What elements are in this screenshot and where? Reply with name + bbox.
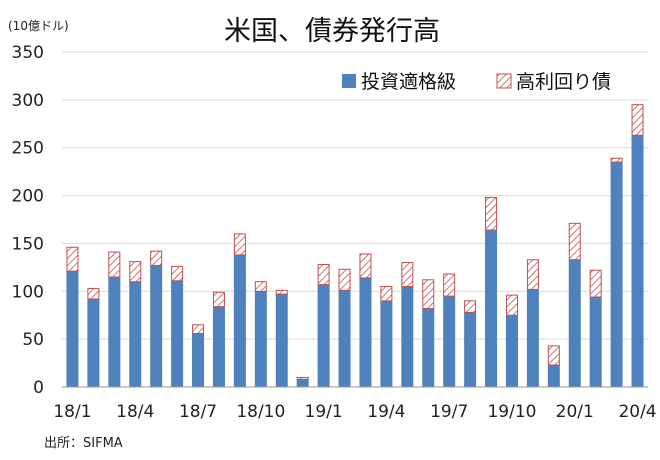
- bar-investment-grade-18/9: [233, 254, 246, 387]
- legend-swatch-high-yield: [496, 73, 512, 89]
- bar-high-yield-18/10: [254, 281, 267, 292]
- x-tick-label: 19/10: [487, 402, 536, 422]
- bar-investment-grade-20/2: [589, 297, 602, 387]
- bar-investment-grade-19/3: [359, 277, 372, 387]
- bar-high-yield-19/9: [485, 196, 498, 231]
- bar-investment-grade-19/11: [526, 289, 539, 387]
- y-tick-label: 300: [12, 91, 44, 111]
- bar-high-yield-20/4: [631, 104, 644, 136]
- bar-investment-grade-18/4: [129, 281, 142, 387]
- bar-investment-grade-19/4: [380, 300, 393, 387]
- bar-investment-grade-18/5: [150, 265, 163, 387]
- x-tick-label: 19/4: [367, 402, 405, 422]
- gridlines: [62, 51, 648, 340]
- bar-investment-grade-18/1: [66, 271, 79, 387]
- x-tick-label: 19/7: [430, 402, 468, 422]
- bar-investment-grade-19/2: [338, 290, 351, 387]
- y-tick-label: 50: [22, 330, 44, 350]
- x-tick-label: 18/1: [53, 402, 91, 422]
- x-tick-label: 19/1: [305, 402, 343, 422]
- bar-high-yield-19/12: [547, 345, 560, 366]
- bar-high-yield-19/4: [380, 286, 393, 302]
- bar-investment-grade-19/8: [464, 312, 477, 387]
- unit-label: (10億ドル): [8, 19, 69, 33]
- bar-high-yield-19/2: [338, 268, 351, 291]
- bar-high-yield-18/7: [192, 324, 205, 334]
- bar-high-yield-18/5: [150, 250, 163, 266]
- bar-investment-grade-20/1: [568, 259, 581, 387]
- x-tick-label: 18/4: [116, 402, 154, 422]
- bar-high-yield-19/11: [526, 259, 539, 290]
- x-tick-label: 18/7: [179, 402, 217, 422]
- legend-label-investment-grade: 投資適格級: [361, 71, 456, 93]
- bar-investment-grade-19/12: [547, 364, 560, 387]
- x-tick-label: 18/10: [236, 402, 285, 422]
- bar-investment-grade-20/3: [610, 162, 623, 387]
- bar-high-yield-19/7: [443, 273, 456, 297]
- bar-high-yield-18/1: [66, 246, 79, 272]
- bar-high-yield-19/10: [505, 294, 518, 316]
- bar-investment-grade-19/1: [317, 284, 330, 387]
- bar-investment-grade-18/6: [171, 280, 184, 387]
- y-tick-label: 0: [33, 378, 44, 398]
- bar-high-yield-19/5: [401, 262, 414, 288]
- chart-title: 米国、債券発行高: [224, 16, 440, 47]
- x-tick-label: 20/1: [556, 402, 594, 422]
- bar-high-yield-18/12: [296, 376, 309, 380]
- bar-investment-grade-19/10: [505, 315, 518, 387]
- bar-high-yield-18/4: [129, 261, 142, 283]
- bar-investment-grade-18/3: [108, 276, 121, 387]
- bar-high-yield-19/6: [422, 279, 435, 310]
- y-tick-label: 250: [12, 139, 44, 159]
- bar-investment-grade-20/4: [631, 135, 644, 387]
- bar-high-yield-19/8: [464, 300, 477, 313]
- legend-swatch-investment-grade: [342, 74, 356, 88]
- y-tick-label: 350: [12, 43, 44, 63]
- bar-high-yield-19/3: [359, 253, 372, 279]
- bar-high-yield-20/3: [610, 157, 623, 163]
- y-tick-label: 150: [12, 234, 44, 254]
- legend: 投資適格級 高利回り債: [342, 71, 611, 93]
- bar-investment-grade-19/9: [485, 230, 498, 387]
- y-axis-ticks: 0 50 100 150 200 250 300 350: [12, 43, 44, 398]
- bar-investment-grade-18/12: [296, 379, 309, 387]
- bar-investment-grade-19/6: [422, 308, 435, 387]
- bar-investment-grade-18/8: [212, 306, 225, 387]
- bar-investment-grade-18/11: [275, 294, 288, 387]
- y-tick-label: 100: [12, 282, 44, 302]
- bar-high-yield-18/6: [171, 265, 184, 282]
- y-tick-label: 200: [12, 187, 44, 207]
- bar-investment-grade-18/7: [192, 333, 205, 387]
- bar-investment-grade-19/7: [443, 296, 456, 387]
- x-axis-ticks: 18/1 18/4 18/7 18/10 19/1 19/4 19/7 19/10 20/1 20…: [53, 402, 656, 422]
- bar-high-yield-19/1: [317, 263, 330, 286]
- bar-investment-grade-18/2: [87, 298, 100, 387]
- bar-high-yield-18/2: [87, 287, 100, 300]
- bar-high-yield-18/8: [212, 291, 225, 308]
- bar-investment-grade-18/10: [254, 291, 267, 387]
- bar-high-yield-18/3: [108, 251, 121, 278]
- bar-high-yield-20/1: [568, 222, 581, 261]
- bar-investment-grade-19/5: [401, 286, 414, 387]
- bar-high-yield-20/2: [589, 269, 602, 298]
- bar-high-yield-18/11: [275, 289, 288, 295]
- legend-label-high-yield: 高利回り債: [516, 71, 611, 93]
- bar-series: [66, 104, 644, 387]
- source-note: 出所：SIFMA: [44, 436, 123, 451]
- x-tick-label: 20/4: [618, 402, 656, 422]
- bar-high-yield-18/9: [233, 233, 246, 256]
